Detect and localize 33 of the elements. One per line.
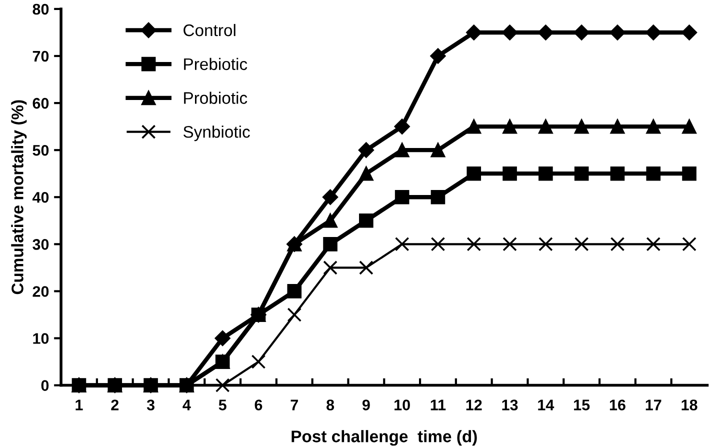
x-tick-label: 6 — [254, 400, 262, 410]
x-tick-label: 5 — [218, 400, 226, 410]
x-tick-label: 14 — [538, 400, 554, 410]
y-axis-title: Cumulative mortality (%) — [11, 100, 27, 294]
y-tick-label: 50 — [32, 144, 49, 156]
x-tick-label: 17 — [646, 400, 662, 410]
legend-label: Synbiotic — [183, 126, 250, 142]
x-tick-label: 11 — [430, 400, 446, 410]
x-tick-label: 4 — [182, 400, 191, 410]
x-tick-label: 18 — [682, 400, 698, 410]
x-tick-label: 3 — [146, 400, 154, 410]
x-tick-label: 9 — [362, 400, 370, 410]
x-axis-title: Post challenge time (d) — [292, 430, 477, 446]
y-tick-label: 0 — [41, 380, 49, 391]
x-tick-label: 15 — [574, 400, 590, 410]
y-tick-label: 40 — [32, 192, 49, 203]
y-tick-label: 80 — [32, 4, 49, 15]
x-tick-label: 8 — [326, 400, 334, 410]
y-tick-label: 10 — [33, 333, 49, 344]
x-tick-label: 16 — [610, 400, 626, 410]
legend-label: Probiotic — [184, 92, 248, 104]
y-tick-label: 30 — [32, 239, 49, 250]
x-tick-label: 13 — [502, 400, 518, 410]
x-tick-label: 1 — [76, 400, 83, 410]
legend-label: Control — [184, 24, 236, 36]
legend-label: Prebiotic — [184, 58, 248, 70]
x-tick-label: 7 — [290, 400, 298, 410]
y-tick-label: 60 — [32, 98, 49, 109]
y-tick-label: 70 — [32, 50, 49, 62]
x-tick-label: 10 — [394, 400, 410, 410]
x-tick-label: 2 — [111, 400, 119, 410]
x-tick-label: 12 — [466, 400, 482, 410]
y-tick-label: 20 — [32, 286, 49, 297]
